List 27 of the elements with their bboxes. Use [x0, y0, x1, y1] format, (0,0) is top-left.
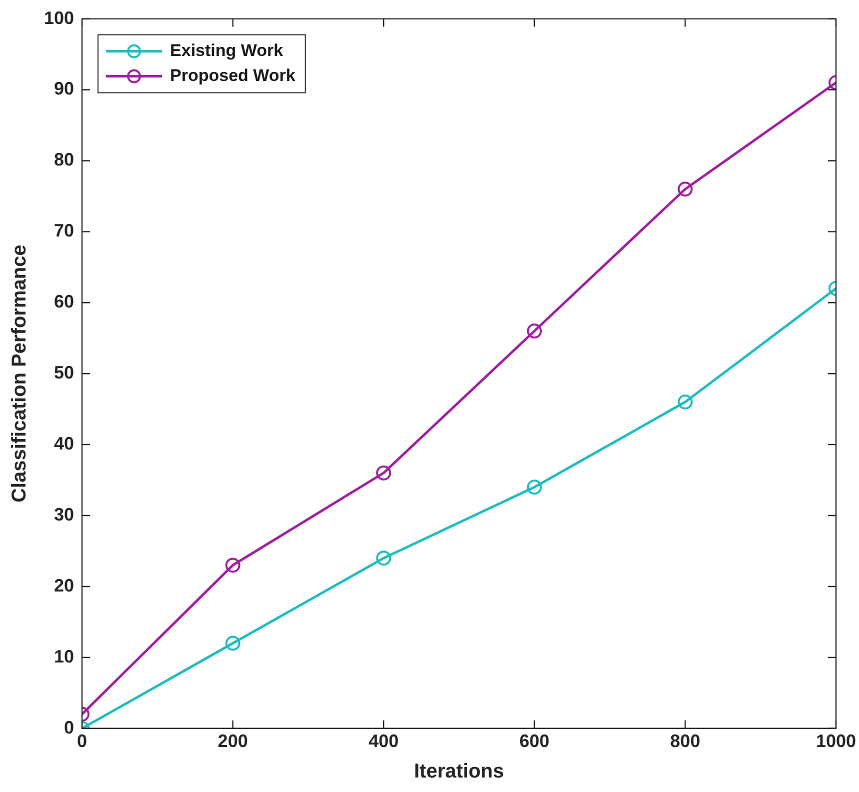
y-tick-label: 50 [54, 362, 74, 383]
x-tick-label: 400 [368, 731, 399, 752]
y-tick-label: 10 [54, 646, 74, 666]
x-tick-label: 200 [218, 731, 248, 752]
y-tick-label: 80 [54, 150, 74, 170]
point [526, 480, 542, 495]
y-tick-label: 100 [44, 8, 74, 28]
point [376, 550, 392, 566]
y-tick-label: 60 [54, 292, 74, 312]
y-tick-label: 0 [64, 717, 74, 738]
legend-label: Existing Work [170, 40, 284, 60]
x-tick-label: 1000 [816, 731, 856, 752]
point [225, 636, 240, 651]
y-axis-title: Classification Performance [8, 244, 31, 503]
y-tick-label: 30 [54, 504, 74, 524]
x-tick-label: 0 [77, 731, 88, 752]
point [526, 324, 542, 339]
y-tick-label: 20 [54, 575, 74, 596]
point [376, 465, 392, 480]
y-tick-label: 70 [54, 220, 74, 241]
x-tick-label: 600 [519, 731, 550, 752]
y-tick-label: 40 [54, 434, 74, 454]
y-tick-label: 90 [54, 78, 74, 99]
point [225, 558, 240, 573]
x-axis-title: Iterations [414, 760, 504, 783]
legend-label: Proposed Work [170, 66, 296, 85]
x-tick-label: 800 [670, 731, 700, 752]
